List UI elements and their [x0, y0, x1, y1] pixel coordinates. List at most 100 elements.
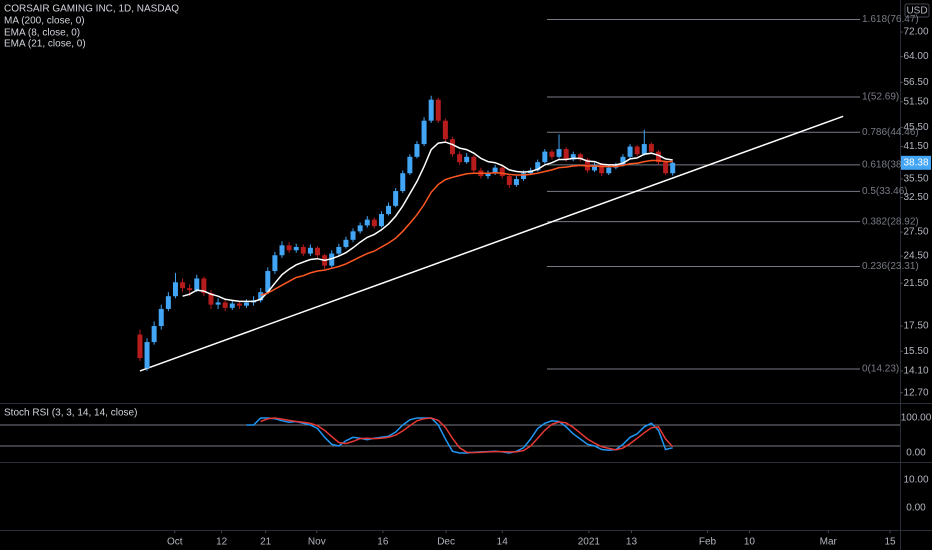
x-tick-label: 2021 — [578, 537, 601, 548]
candle-body — [180, 282, 186, 289]
candle-body — [414, 144, 420, 157]
candle-body — [265, 271, 271, 293]
y-tick-label: 72.00 — [903, 27, 928, 38]
candle-body — [577, 154, 583, 160]
pane-tick-label: 0.00 — [906, 503, 926, 514]
y-tick-label: 41.50 — [903, 141, 928, 152]
last-price: 38.38 — [903, 157, 928, 168]
y-tick-label: 17.50 — [903, 321, 928, 332]
candle-body — [655, 151, 661, 163]
candle-body — [194, 278, 200, 291]
stoch-title: Stoch RSI (3, 3, 14, 14, close) — [4, 408, 137, 419]
x-tick-label: 21 — [260, 537, 272, 548]
candle-body — [258, 292, 264, 301]
y-tick-label: 21.50 — [903, 278, 928, 289]
y-tick-label: 32.50 — [903, 192, 928, 203]
candle-body — [584, 159, 590, 171]
currency[interactable]: USD — [906, 6, 927, 17]
candle-body — [499, 167, 505, 177]
candle-body — [521, 173, 527, 180]
fib-label: 0.618(38.00) — [862, 160, 919, 171]
candle-body — [144, 342, 150, 369]
candle-body — [634, 146, 640, 155]
candle-body — [407, 156, 413, 174]
candle-body — [535, 162, 541, 171]
candle-body — [329, 253, 335, 266]
candle-body — [513, 179, 519, 185]
candle-body — [435, 99, 441, 121]
x-tick-label: 16 — [377, 537, 389, 548]
candle-body — [371, 219, 377, 227]
candle-body — [442, 120, 448, 140]
indicator-label: EMA (8, close, 0) — [4, 28, 80, 39]
candle-body — [137, 334, 143, 359]
candle-body — [343, 239, 349, 247]
candle-body — [492, 167, 498, 174]
candle-body — [393, 191, 399, 206]
candle-body — [357, 225, 363, 232]
pane-tick-label: 10.00 — [903, 475, 928, 486]
candle-body — [222, 302, 228, 308]
y-tick-label: 35.50 — [903, 174, 928, 185]
candle-body — [556, 149, 562, 157]
candle-body — [378, 214, 384, 227]
stoch-tick-label: 0.00 — [906, 448, 926, 459]
candle-body — [620, 156, 626, 165]
chart-title: CORSAIR GAMING INC, 1D, NASDAQ — [4, 4, 179, 15]
candle-body — [172, 282, 178, 297]
candle-body — [670, 162, 676, 174]
indicator-label: MA (200, close, 0) — [4, 16, 85, 27]
candle-body — [336, 246, 342, 254]
candle-body — [457, 154, 463, 163]
currency-box[interactable] — [904, 3, 930, 18]
candle-body — [293, 246, 299, 251]
candle-body — [307, 247, 313, 254]
x-tick-label: Nov — [308, 537, 326, 548]
candle-body — [236, 303, 242, 306]
candle-body — [187, 288, 193, 291]
fib-label: 0.382(28.92) — [862, 216, 919, 227]
candle-body — [542, 151, 548, 163]
candle-body — [471, 156, 477, 171]
x-tick-label: Mar — [820, 537, 838, 548]
candle-body — [449, 139, 455, 155]
stoch-line — [246, 417, 673, 454]
candle-body — [243, 302, 249, 306]
y-tick-label: 24.50 — [903, 251, 928, 262]
y-tick-label: 15.50 — [903, 346, 928, 357]
fib-label: 0.786(44.46) — [862, 127, 919, 138]
fib-label: 1(52.69) — [862, 92, 899, 103]
x-tick-label: Oct — [167, 537, 183, 548]
y-tick-label: 64.00 — [903, 51, 928, 62]
candle-body — [606, 167, 612, 174]
y-tick-label: 27.50 — [903, 227, 928, 238]
candle-body — [315, 247, 321, 256]
x-tick-label: Feb — [699, 537, 717, 548]
candle-body — [215, 302, 221, 305]
candle-body — [428, 99, 434, 121]
candle-body — [549, 151, 555, 157]
candle-body — [563, 149, 569, 160]
x-tick-label: Dec — [437, 537, 455, 548]
x-tick-label: 13 — [626, 537, 638, 548]
candle-body — [279, 245, 285, 256]
y-tick-label: 45.50 — [903, 122, 928, 133]
x-tick-label: 10 — [744, 537, 756, 548]
candle-body — [592, 164, 598, 171]
candle-body — [286, 245, 292, 251]
y-tick-label: 56.50 — [903, 77, 928, 88]
fib-label: 0.236(23.31) — [862, 261, 919, 272]
ema-line — [260, 159, 673, 296]
candle-body — [421, 120, 427, 145]
candle-body — [350, 231, 356, 240]
stoch-tick-label: 100.00 — [901, 413, 932, 424]
stoch-line — [260, 417, 674, 454]
candle-body — [599, 164, 605, 174]
fib-label: 1.618(76.47) — [862, 14, 919, 25]
fib-label: 0(14.23) — [862, 364, 899, 375]
trendline — [139, 115, 844, 372]
y-tick-label: 51.50 — [903, 96, 928, 107]
candle-body — [485, 173, 491, 177]
candle-body — [272, 255, 278, 272]
